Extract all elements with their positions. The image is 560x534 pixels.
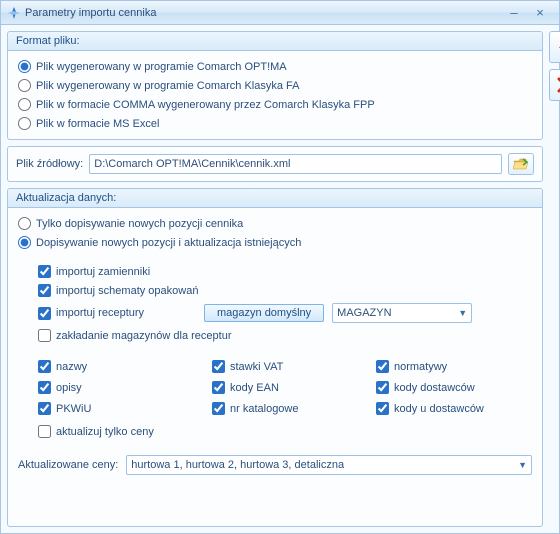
update-add-update-label: Dopisywanie nowych pozycji i aktualizacj… xyxy=(36,237,301,249)
update-header: Aktualizacja danych: xyxy=(8,189,542,208)
format-header: Format pliku: xyxy=(8,32,542,51)
format-comma-label: Plik w formacie COMMA wygenerowany przez… xyxy=(36,99,375,111)
chk-nazwy[interactable]: nazwy xyxy=(36,357,206,376)
content-area: Format pliku: Plik wygenerowany w progra… xyxy=(1,25,559,533)
prices-select[interactable]: hurtowa 1, hurtowa 2, hurtowa 3, detalic… xyxy=(126,455,532,475)
chk-receptury-label: importuj receptury xyxy=(56,307,144,319)
update-add-only-label: Tylko dopisywanie nowych pozycji cennika xyxy=(36,218,243,230)
source-path-input[interactable] xyxy=(89,154,502,174)
folder-open-icon xyxy=(513,157,529,171)
format-klasyka-fa[interactable]: Plik wygenerowany w programie Comarch Kl… xyxy=(16,76,534,95)
close-icon xyxy=(556,76,560,94)
chk-stawki-vat-label: stawki VAT xyxy=(230,361,283,373)
chk-aktualizuj-ceny-label: aktualizuj tylko ceny xyxy=(56,426,154,438)
source-label: Plik źródłowy: xyxy=(16,158,83,170)
chk-opisy-label: opisy xyxy=(56,382,82,394)
chk-schematy-label: importuj schematy opakowań xyxy=(56,285,198,297)
minimize-button[interactable]: – xyxy=(501,5,527,20)
prices-updated-label: Aktualizowane ceny: xyxy=(18,459,118,471)
chk-kody-ean-label: kody EAN xyxy=(230,382,279,394)
chk-kody-u-dostawcow[interactable]: kody u dostawców xyxy=(374,399,534,418)
chk-kody-u-dostawcow-label: kody u dostawców xyxy=(394,403,484,415)
browse-button[interactable] xyxy=(508,153,534,175)
chk-kody-dostawcow-label: kody dostawców xyxy=(394,382,475,394)
update-add-only[interactable]: Tylko dopisywanie nowych pozycji cennika xyxy=(16,214,534,233)
chk-zakladanie[interactable]: zakładanie magazynów dla receptur xyxy=(36,326,534,345)
format-optima[interactable]: Plik wygenerowany w programie Comarch OP… xyxy=(16,57,534,76)
update-panel: Aktualizacja danych: Tylko dopisywanie n… xyxy=(7,188,543,527)
cancel-button[interactable] xyxy=(549,69,560,101)
format-panel: Format pliku: Plik wygenerowany w progra… xyxy=(7,31,543,140)
chk-opisy[interactable]: opisy xyxy=(36,378,206,397)
chk-receptury[interactable]: importuj receptury xyxy=(38,307,196,320)
chk-kody-ean[interactable]: kody EAN xyxy=(210,378,370,397)
run-button[interactable] xyxy=(549,31,560,63)
format-klasyka-fa-label: Plik wygenerowany w programie Comarch Kl… xyxy=(36,80,300,92)
chk-zamienniki[interactable]: importuj zamienniki xyxy=(36,262,534,281)
chk-zamienniki-label: importuj zamienniki xyxy=(56,266,150,278)
format-excel[interactable]: Plik w formacie MS Excel xyxy=(16,114,534,133)
bolt-icon xyxy=(556,36,560,58)
window-root: Parametry importu cennika – × Format pli… xyxy=(0,0,560,534)
chk-normatywy[interactable]: normatywy xyxy=(374,357,534,376)
left-column: Format pliku: Plik wygenerowany w progra… xyxy=(7,31,543,527)
chk-pkwiu[interactable]: PKWiU xyxy=(36,399,206,418)
chk-nr-katalogowe[interactable]: nr katalogowe xyxy=(210,399,370,418)
chevron-down-icon: ▼ xyxy=(518,460,527,470)
close-button[interactable]: × xyxy=(527,5,553,20)
format-optima-label: Plik wygenerowany w programie Comarch OP… xyxy=(36,61,287,73)
window-title: Parametry importu cennika xyxy=(25,7,501,19)
chk-schematy[interactable]: importuj schematy opakowań xyxy=(36,281,534,300)
format-excel-label: Plik w formacie MS Excel xyxy=(36,118,159,130)
right-column xyxy=(549,31,560,527)
source-panel: Plik źródłowy: xyxy=(7,146,543,182)
chk-kody-dostawcow[interactable]: kody dostawców xyxy=(374,378,534,397)
default-warehouse-button[interactable]: magazyn domyślny xyxy=(204,304,324,322)
chk-zakladanie-label: zakładanie magazynów dla receptur xyxy=(56,330,232,342)
chevron-down-icon: ▼ xyxy=(458,308,467,318)
chk-normatywy-label: normatywy xyxy=(394,361,447,373)
warehouse-select[interactable]: MAGAZYN ▼ xyxy=(332,303,472,323)
chk-aktualizuj-ceny[interactable]: aktualizuj tylko ceny xyxy=(36,422,534,441)
format-comma[interactable]: Plik w formacie COMMA wygenerowany przez… xyxy=(16,95,534,114)
titlebar: Parametry importu cennika – × xyxy=(1,1,559,25)
chk-nazwy-label: nazwy xyxy=(56,361,87,373)
app-icon xyxy=(7,6,21,20)
chk-nr-katalogowe-label: nr katalogowe xyxy=(230,403,299,415)
chk-pkwiu-label: PKWiU xyxy=(56,403,91,415)
prices-select-value: hurtowa 1, hurtowa 2, hurtowa 3, detalic… xyxy=(131,459,344,471)
update-add-update[interactable]: Dopisywanie nowych pozycji i aktualizacj… xyxy=(16,233,534,252)
warehouse-select-value: MAGAZYN xyxy=(337,307,391,319)
chk-stawki-vat[interactable]: stawki VAT xyxy=(210,357,370,376)
